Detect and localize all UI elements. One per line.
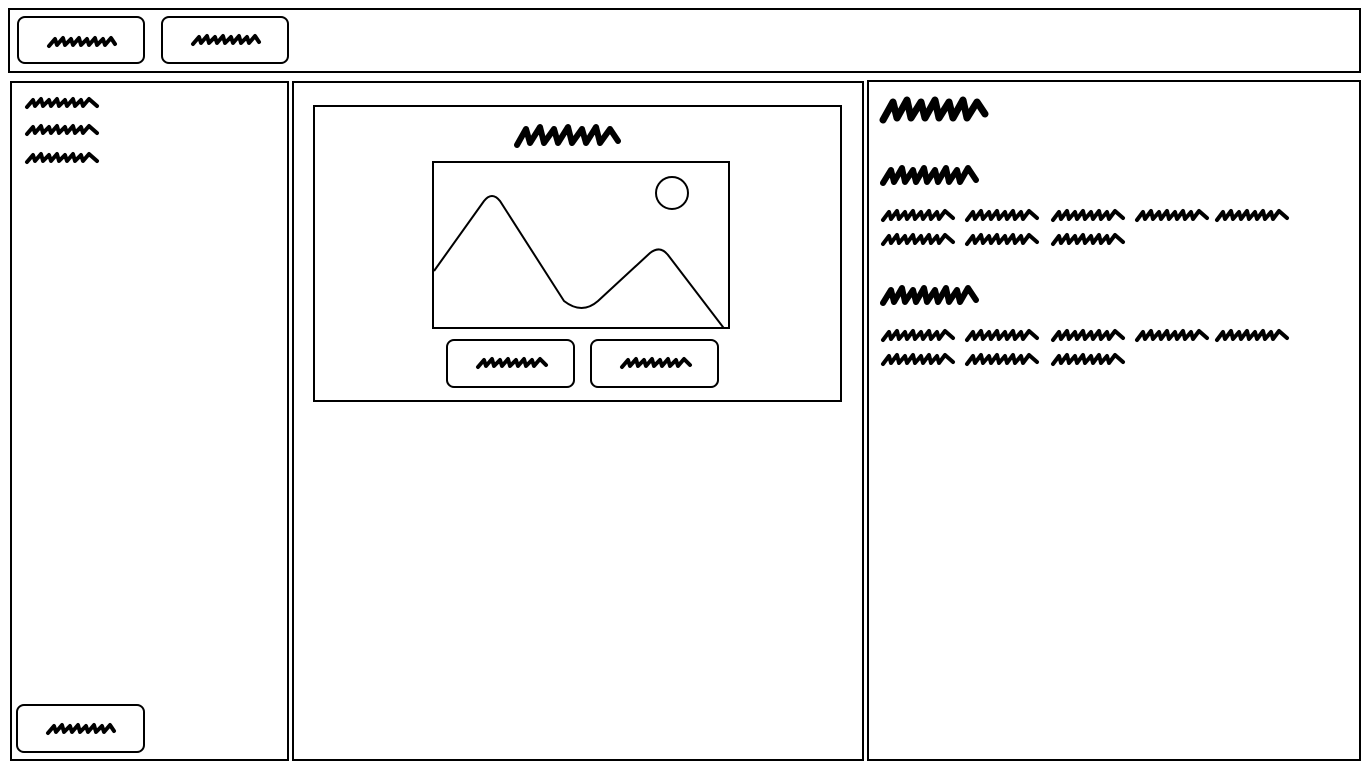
toolbar-button-1-label <box>47 36 117 48</box>
card-button-1-label <box>476 357 548 369</box>
toolbar-button-1[interactable] <box>17 16 145 64</box>
toolbar-button-2-label <box>191 34 261 46</box>
main-panel <box>292 81 864 761</box>
section-2-heading <box>880 285 979 306</box>
details-panel <box>867 80 1361 761</box>
sidebar-footer-button[interactable] <box>16 704 145 753</box>
card-button-2[interactable] <box>590 339 719 388</box>
card-title <box>514 124 621 148</box>
sidebar-item-1[interactable] <box>25 96 101 110</box>
image-placeholder-icon <box>432 161 730 329</box>
card-button-1[interactable] <box>446 339 575 388</box>
top-toolbar <box>8 8 1361 73</box>
content-card <box>313 105 842 402</box>
sidebar <box>10 81 289 761</box>
section-1-heading <box>880 165 979 186</box>
toolbar-button-2[interactable] <box>161 16 289 64</box>
details-title <box>879 96 989 124</box>
section-2-body <box>881 329 1289 366</box>
sidebar-footer-button-label <box>46 723 116 735</box>
sidebar-item-3[interactable] <box>25 151 101 165</box>
section-1-body <box>881 209 1289 246</box>
sidebar-item-2[interactable] <box>25 123 101 137</box>
card-button-2-label <box>620 357 692 369</box>
